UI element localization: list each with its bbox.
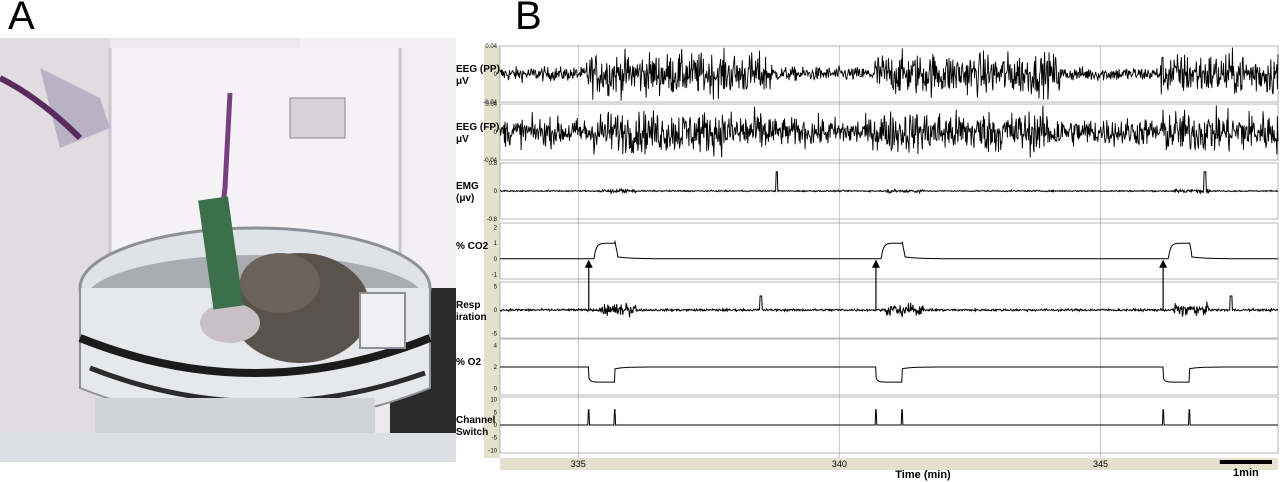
y-tick-label: 4 — [494, 343, 498, 349]
channel-unit-label: iration — [456, 312, 487, 323]
channel-trace — [499, 105, 1279, 158]
channel-tick-labels: 0.040-0.040.040-0.040.80-0.8210-150-5420… — [483, 44, 497, 454]
scale-bar-label: 1min — [1233, 467, 1259, 479]
y-tick-label: 0 — [494, 130, 498, 136]
channel-trace — [500, 409, 1278, 426]
y-tick-label: -5 — [492, 331, 498, 337]
channel-trace — [499, 47, 1279, 101]
x-tick-label: 335 — [571, 459, 586, 469]
channel-label: % O2 — [456, 357, 481, 368]
onset-arrow-head — [871, 259, 880, 268]
time-axis: Time (min) 1min 335 340 345 — [571, 459, 1272, 481]
axis-strips — [484, 46, 1278, 470]
y-tick-label: 0.04 — [485, 44, 497, 50]
y-tick-label: 5 — [494, 285, 498, 291]
channel-trace — [500, 366, 1278, 383]
onset-arrow-head — [584, 259, 593, 268]
y-tick-label: -5 — [492, 436, 498, 442]
y-axis-strip — [484, 46, 500, 458]
channel-unit-label: μV — [456, 76, 469, 87]
channel-label: Channel — [456, 415, 496, 426]
y-tick-label: 2 — [494, 365, 498, 371]
x-axis-strip — [500, 458, 1278, 470]
y-tick-label: 5 — [494, 410, 498, 416]
co2-onset-arrows — [584, 259, 1168, 310]
y-tick-label: 0 — [494, 189, 498, 195]
channel-label: % CO2 — [456, 241, 489, 252]
y-tick-label: 10 — [490, 398, 497, 404]
x-tick-label: 340 — [832, 459, 847, 469]
channel-label: EEG (FP) — [456, 122, 499, 133]
y-tick-label: 0 — [494, 308, 498, 314]
channel-label: EMG — [456, 181, 479, 192]
channel-frame — [499, 281, 1279, 339]
channel-label: EEG (PP) — [456, 64, 500, 75]
y-tick-label: 0 — [494, 387, 498, 393]
channel-unit-label: (μv) — [456, 193, 474, 204]
gridlines — [499, 45, 1279, 458]
y-tick-label: -0.04 — [483, 100, 497, 106]
y-tick-label: -1 — [492, 272, 498, 278]
channel-trace — [499, 171, 1279, 196]
channel-trace — [499, 295, 1279, 318]
channel-frame — [499, 222, 1279, 280]
channel-unit-label: Switch — [456, 427, 488, 438]
panel-label-b: B — [515, 0, 542, 38]
y-tick-label: 0 — [494, 257, 498, 263]
onset-arrow-head — [1159, 259, 1168, 268]
panel-label-a: A — [8, 0, 35, 38]
y-tick-label: 0.8 — [489, 161, 498, 167]
y-tick-label: 2 — [494, 226, 498, 232]
channel-label: Resp — [456, 300, 480, 311]
channel-traces — [499, 47, 1279, 426]
y-tick-label: -0.04 — [483, 158, 497, 164]
x-tick-label: 345 — [1093, 459, 1108, 469]
x-axis-label: Time (min) — [895, 469, 951, 481]
y-tick-label: 0.04 — [485, 102, 497, 108]
y-tick-label: -10 — [488, 448, 497, 454]
rodent-chamber-photo — [0, 38, 456, 462]
y-tick-label: 0 — [494, 72, 498, 78]
channel-trace — [500, 239, 1278, 260]
y-tick-label: 1 — [494, 241, 498, 247]
y-tick-label: -0.8 — [487, 217, 498, 223]
y-tick-label: 0 — [494, 423, 498, 429]
channel-unit-label: μV — [456, 134, 469, 145]
